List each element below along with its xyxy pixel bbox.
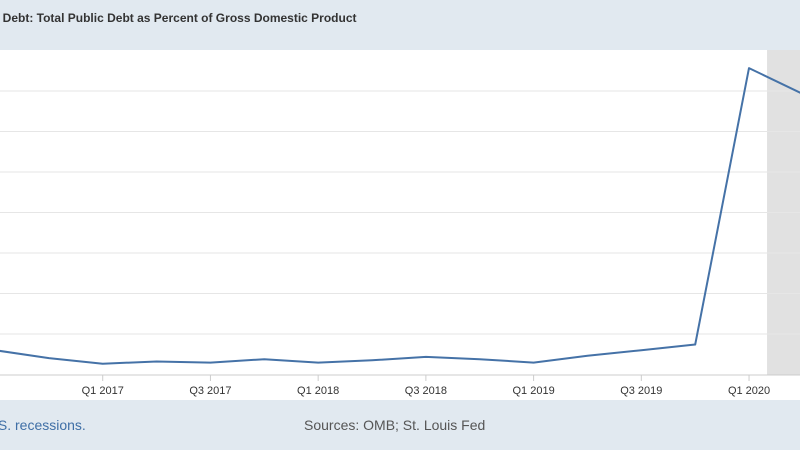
- x-tick-label: Q1 2017: [82, 385, 124, 397]
- x-tick-label: Q3 2019: [620, 385, 662, 397]
- plot-area: Q1 2017 Q3 2017 Q1 2018 Q3 2018 Q1 2019 Q3 20…: [0, 50, 800, 400]
- series-line: [0, 67, 800, 365]
- x-tick-label: Q3 2018: [405, 385, 447, 397]
- line-chart: Q1 2017 Q3 2017 Q1 2018 Q3 2018 Q1 2019 Q3 20…: [0, 50, 800, 397]
- x-tick-label: Q1 2020: [728, 385, 770, 397]
- x-tick-label: Q1 2019: [512, 385, 554, 397]
- chart-header: l Debt: Total Public Debt as Percent of …: [0, 0, 800, 50]
- x-tick-label: Q3 2017: [189, 385, 231, 397]
- chart-title: l Debt: Total Public Debt as Percent of …: [0, 11, 357, 25]
- chart-footer: .S. recessions. Sources: OMB; St. Louis …: [0, 400, 800, 450]
- sources-note: Sources: OMB; St. Louis Fed: [304, 417, 486, 433]
- x-tick-label: Q1 2018: [297, 385, 339, 397]
- recession-note-link[interactable]: .S. recessions.: [0, 417, 86, 433]
